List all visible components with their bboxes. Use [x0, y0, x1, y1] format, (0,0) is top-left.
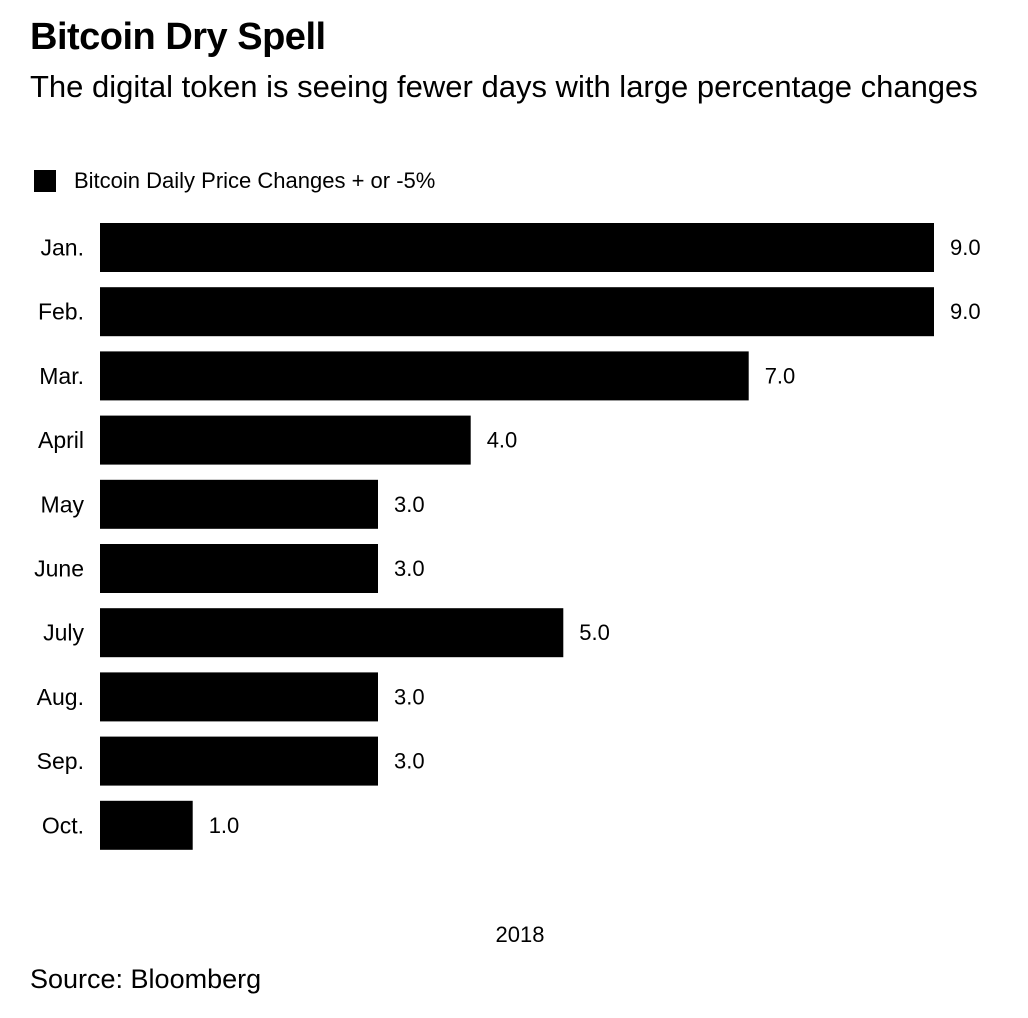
bar-jan [100, 223, 934, 272]
category-label: Mar. [39, 363, 84, 389]
value-label: 3.0 [394, 492, 425, 517]
category-label: Jan. [41, 235, 84, 261]
category-label: May [41, 491, 85, 517]
value-label: 3.0 [394, 684, 425, 709]
bar-july [100, 608, 564, 658]
category-label: June [34, 556, 84, 582]
category-label: Aug. [37, 684, 84, 710]
bar-oct [100, 800, 193, 850]
legend-label: Bitcoin Daily Price Changes + or -5% [74, 168, 436, 193]
category-label: Feb. [38, 299, 84, 325]
bar-chart: Jan. 9.0 Feb. 9.0 Mar. 7.0 April 4.0 May 3.0 June 3… [34, 223, 981, 850]
value-label: 3.0 [394, 749, 425, 774]
x-axis-label: 2018 [495, 922, 545, 947]
value-label: 5.0 [579, 620, 610, 645]
value-label: 4.0 [487, 428, 518, 453]
chart-title: Bitcoin Dry Spell [30, 16, 326, 58]
category-label: Sep. [37, 748, 84, 774]
legend-swatch [34, 170, 56, 192]
value-label: 3.0 [394, 556, 425, 581]
bar-may [100, 479, 378, 529]
legend: Bitcoin Daily Price Changes + or -5% [34, 166, 435, 196]
chart-subtitle: The digital token is seeing fewer days w… [30, 69, 978, 104]
value-label: 1.0 [209, 813, 240, 838]
value-label: 9.0 [950, 235, 981, 260]
source-note: Source: Bloomberg [30, 964, 262, 994]
category-label: April [38, 427, 84, 453]
bar-sep [100, 736, 378, 786]
category-label: July [43, 620, 84, 646]
bar-aug [100, 672, 378, 722]
bar-feb [100, 287, 934, 337]
bar-june [100, 544, 378, 593]
bar-mar [100, 351, 749, 401]
category-label: Oct. [42, 812, 84, 838]
bar-april [100, 415, 471, 465]
value-label: 7.0 [765, 363, 796, 388]
value-label: 9.0 [950, 299, 981, 324]
